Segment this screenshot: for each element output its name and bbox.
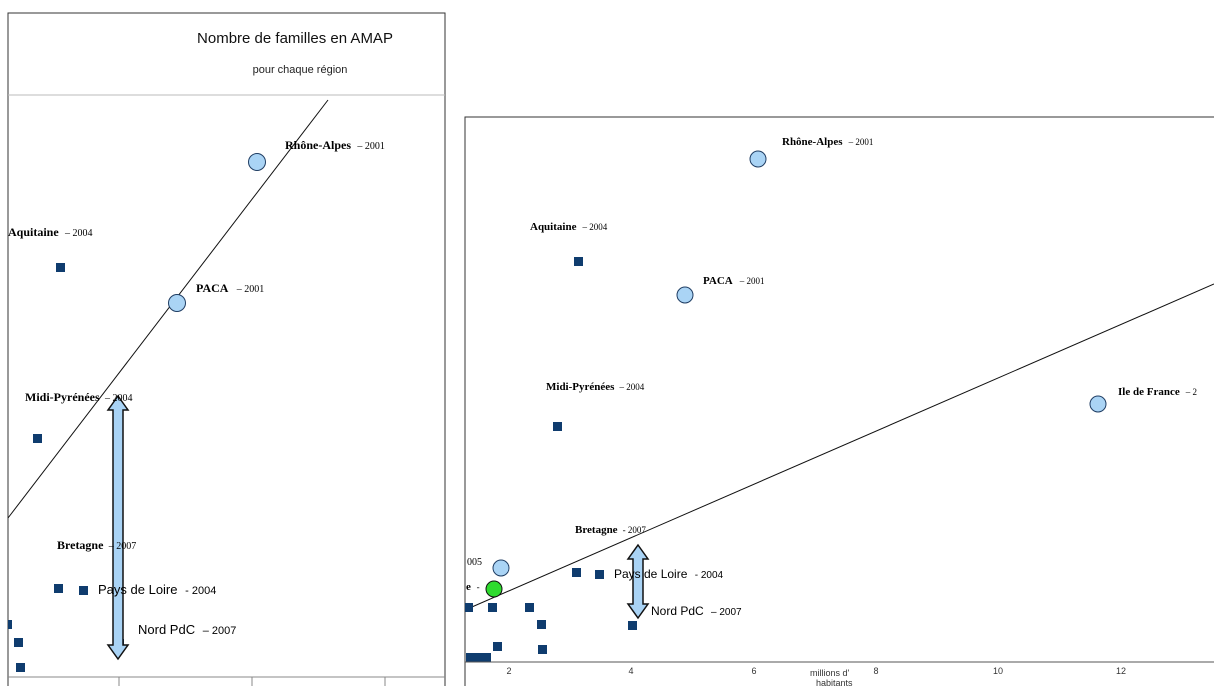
label-ile-de-france: Ile de France – 2 bbox=[1118, 386, 1197, 398]
x-tick-label: 2 bbox=[506, 666, 511, 676]
label-rhone-alpes: Rhône-Alpes – 2001 bbox=[285, 138, 385, 152]
left-chart-frame bbox=[7, 12, 446, 691]
right-double-arrow bbox=[626, 543, 650, 620]
right-trendline bbox=[464, 283, 1214, 611]
label-pays-de-loire: Pays de Loire - 2004 bbox=[614, 567, 724, 581]
label-bretagne: Bretagne - 2007 bbox=[575, 524, 646, 536]
point-small bbox=[538, 645, 547, 654]
point-pays-de-loire bbox=[79, 586, 88, 595]
point-small bbox=[16, 663, 25, 672]
point-rhone-alpes bbox=[749, 150, 767, 168]
label-pays-de-loire: Pays de Loire - 2004 bbox=[98, 582, 216, 597]
left-chart-title: Nombre de familles en AMAP bbox=[197, 30, 393, 47]
point-small bbox=[466, 653, 475, 662]
point-aquitaine bbox=[56, 263, 65, 272]
point-small bbox=[488, 603, 497, 612]
point-midi-pyrenees bbox=[33, 434, 42, 443]
point-paca bbox=[676, 286, 694, 304]
point-small bbox=[525, 603, 534, 612]
label-aquitaine: Aquitaine – 2004 bbox=[8, 225, 93, 239]
x-axis-label: millions d' habitants bbox=[810, 668, 853, 686]
point-partial bbox=[492, 559, 510, 577]
left-trendline bbox=[7, 99, 329, 519]
label-aquitaine: Aquitaine – 2004 bbox=[530, 221, 608, 233]
x-tick-label: 8 bbox=[873, 666, 878, 676]
label-bretagne: Bretagne – 2007 bbox=[57, 538, 136, 552]
point-bretagne bbox=[54, 584, 63, 593]
right-chart: 2 4 6 8 10 12 millions d' habitants Rhôn… bbox=[464, 116, 1214, 691]
label-partial-top: 005 bbox=[467, 557, 482, 568]
label-midi-pyrenees: Midi-Pyrénées – 2004 bbox=[546, 381, 645, 393]
x-tick-label: 10 bbox=[993, 666, 1003, 676]
x-tick-label: 4 bbox=[628, 666, 633, 676]
point-small bbox=[474, 653, 483, 662]
point-small bbox=[493, 642, 502, 651]
label-rhone-alpes: Rhône-Alpes – 2001 bbox=[782, 136, 873, 148]
point-ile-de-france bbox=[1089, 395, 1107, 413]
point-small bbox=[465, 603, 473, 612]
left-chart-subtitle: pour chaque région bbox=[253, 64, 348, 76]
right-chart-frame bbox=[464, 116, 1214, 691]
point-pays-de-loire bbox=[595, 570, 604, 579]
point-aquitaine bbox=[574, 257, 583, 266]
x-tick-label: 6 bbox=[751, 666, 756, 676]
label-paca: PACA – 2001 bbox=[196, 281, 264, 295]
label-midi-pyrenees: Midi-Pyrénées – 2004 bbox=[25, 390, 133, 404]
point-small bbox=[537, 620, 546, 629]
point-small bbox=[14, 638, 23, 647]
left-double-arrow bbox=[106, 394, 130, 661]
point-paca bbox=[168, 294, 186, 312]
point-bretagne bbox=[572, 568, 581, 577]
point-small bbox=[482, 653, 491, 662]
left-chart: Nombre de familles en AMAP pour chaque r… bbox=[7, 12, 446, 691]
label-nord-pdc: Nord PdC – 2007 bbox=[651, 604, 742, 618]
label-paca: PACA – 2001 bbox=[703, 275, 765, 287]
point-rhone-alpes bbox=[248, 153, 266, 171]
label-partial-left: e - bbox=[466, 581, 480, 593]
point-midi-pyrenees bbox=[553, 422, 562, 431]
point-small bbox=[8, 620, 12, 629]
point-nord-pdc bbox=[628, 621, 637, 630]
point-green bbox=[485, 580, 503, 598]
x-tick-label: 12 bbox=[1116, 666, 1126, 676]
label-nord-pdc: Nord PdC – 2007 bbox=[138, 622, 236, 637]
